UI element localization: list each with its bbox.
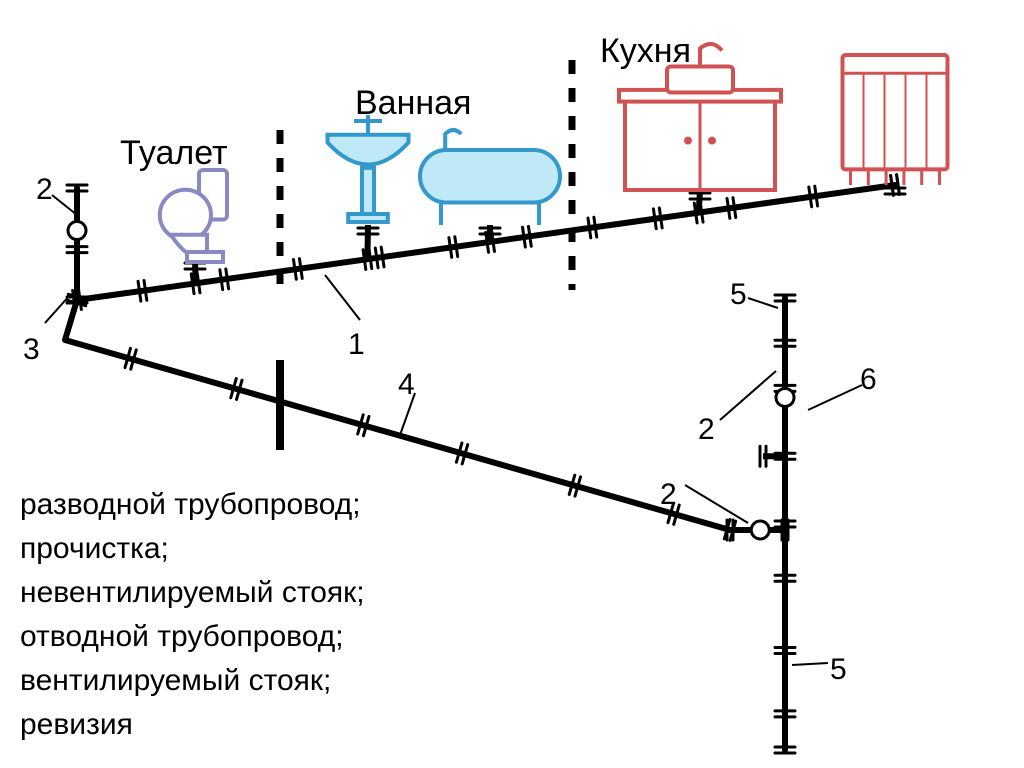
basin-icon — [328, 115, 409, 222]
callout-2: 2 — [660, 478, 677, 511]
legend-item-2: прочистка; — [20, 532, 169, 565]
callout-line — [808, 385, 862, 410]
callout-5: 5 — [730, 278, 747, 311]
callout-line — [720, 371, 776, 420]
fixture-drop — [367, 225, 368, 259]
callout-1: 1 — [348, 328, 365, 361]
callout-line — [52, 195, 77, 215]
bath-label: Ванная — [355, 84, 471, 122]
plumbing-diagram: ТуалетВаннаяКухня231452625разводной труб… — [0, 0, 1024, 768]
toilet-label: Туалет — [120, 134, 228, 172]
legend-item-6: ревизия — [20, 708, 133, 741]
legend-item-3: невентилируемый стояк; — [20, 576, 365, 609]
kitchen-label: Кухня — [600, 32, 691, 70]
callout-3: 3 — [23, 333, 40, 366]
callout-line — [748, 298, 778, 308]
callout-2: 2 — [698, 413, 715, 446]
toilet-icon — [160, 170, 227, 262]
callout-line — [325, 275, 360, 320]
diagram-svg: ТуалетВаннаяКухня231452625разводной труб… — [0, 0, 1024, 768]
callout-2: 2 — [36, 173, 53, 206]
appliance-icon — [843, 55, 948, 185]
legend-item-1: разводной трубопровод; — [20, 488, 361, 521]
legend-item-5: вентилируемый стояк; — [20, 664, 331, 697]
callout-6: 6 — [860, 363, 877, 396]
callout-line — [792, 663, 828, 665]
bathtub-icon — [420, 130, 560, 225]
callout-5: 5 — [830, 653, 847, 686]
callout-line — [45, 295, 70, 323]
legend-item-4: отводной трубопровод; — [20, 620, 344, 653]
callout-4: 4 — [398, 368, 415, 401]
